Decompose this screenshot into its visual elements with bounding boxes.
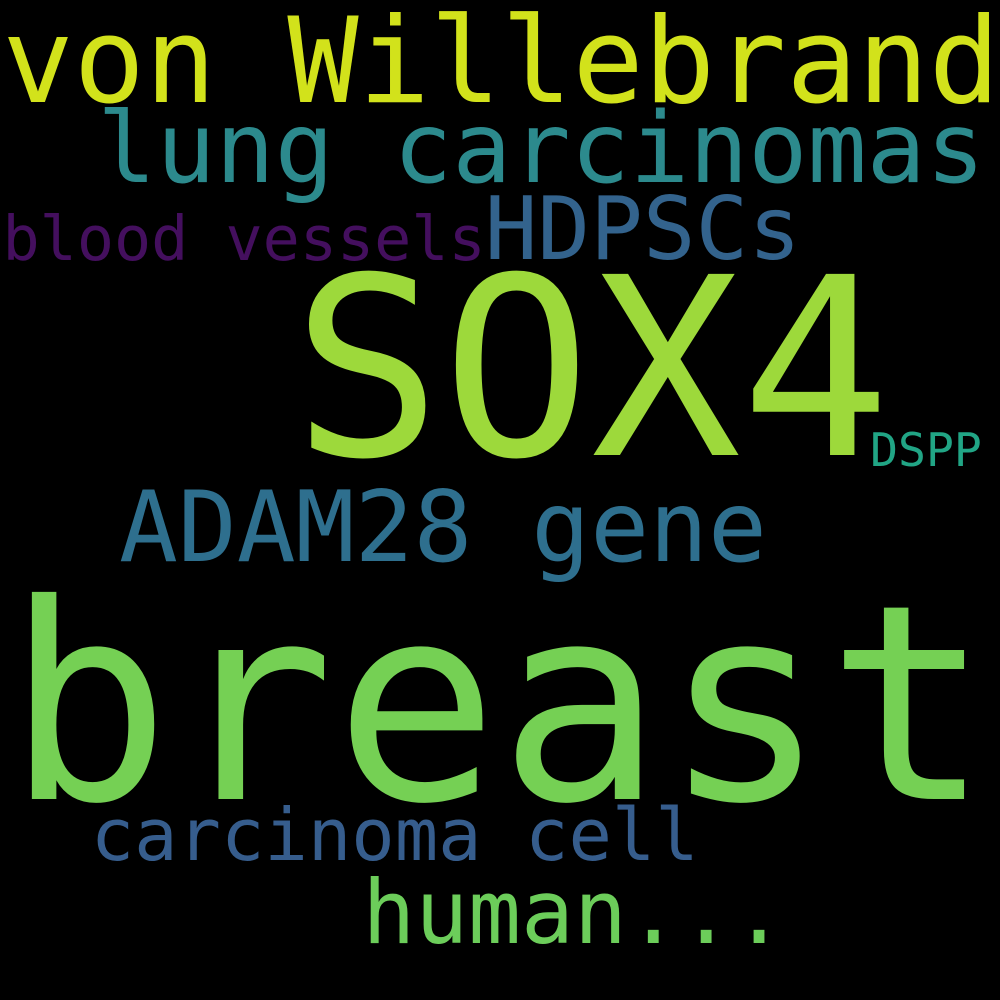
word-dspp: DSPP: [870, 422, 982, 477]
word-sox4: SOX4: [292, 223, 891, 514]
word-adam28-gene: ADAM28 gene: [118, 470, 767, 585]
word-blood-vessels: blood vessels: [2, 203, 486, 276]
word-carcinoma-cell: carcinoma cell: [90, 793, 699, 878]
word-hdpscs: HDPSCs: [484, 178, 801, 281]
word-breast: breast: [6, 546, 991, 864]
word-human: human...: [362, 861, 786, 965]
word-lung-carcinomas: lung carcinomas: [97, 92, 986, 207]
word-von-willebrand: von Willebrand: [2, 0, 1000, 130]
